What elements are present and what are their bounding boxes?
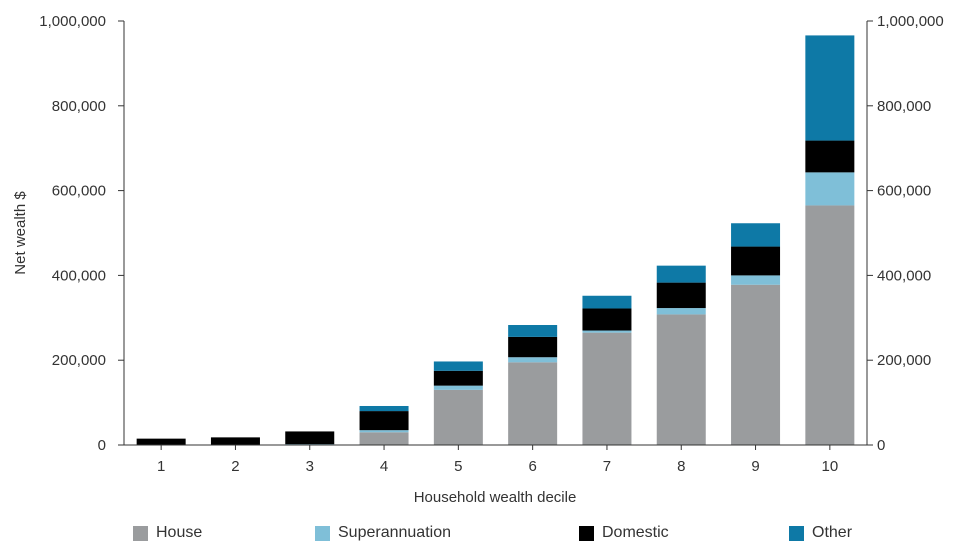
legend-label: Domestic [602,524,669,541]
left-y-ticks: 0 200,000 400,000 600,000 800,000 1,000,000 [39,13,124,454]
bar-segment-other-decile-7 [582,295,632,309]
bar-segment-domestic-decile-1 [136,438,186,445]
bar-segment-domestic-decile-9 [731,246,781,276]
x-tick-label: 10 [822,458,839,475]
stacked-bar-chart: 0 200,000 400,000 600,000 800,000 1,000,000 0… [12,13,944,506]
bar-segment-domestic-decile-7 [582,308,632,331]
bar-segment-house-decile-10 [805,205,855,445]
right-y-tick-label: 800,000 [877,98,931,115]
bar-segment-domestic-decile-5 [433,370,483,386]
bars-group [136,35,855,445]
right-y-tick-label: 600,000 [877,183,931,200]
legend-item-house: House [133,524,202,542]
bar-segment-domestic-decile-3 [285,431,335,445]
bar-segment-domestic-decile-6 [508,336,558,358]
bar-segment-superannuation-decile-6 [508,357,558,363]
x-axis-title: Household wealth decile [414,489,577,506]
x-tick-label: 8 [677,458,685,475]
legend-label: House [156,524,203,541]
bar-segment-other-decile-9 [731,223,781,247]
bar-segment-domestic-decile-4 [359,411,409,431]
left-y-tick-label: 600,000 [52,183,106,200]
left-y-tick-label: 800,000 [52,98,106,115]
bar-segment-domestic-decile-10 [805,140,855,173]
legend-item-superannuation: Superannuation [315,524,451,542]
bar-segment-house-decile-8 [656,314,706,445]
bar-segment-domestic-decile-2 [210,437,260,445]
bar-segment-other-decile-5 [433,361,483,371]
left-y-tick-label: 0 [98,437,106,454]
y-axis-title: Net wealth $ [12,191,29,275]
legend-swatch [315,525,330,541]
legend-item-domestic: Domestic [579,524,669,542]
bar-segment-other-decile-10 [805,35,855,141]
right-y-tick-label: 400,000 [877,267,931,284]
bar-segment-house-decile-6 [508,362,558,445]
bar-segment-other-decile-8 [656,265,706,283]
bar-segment-other-decile-4 [359,405,409,412]
right-y-tick-label: 0 [877,437,885,454]
x-tick-label: 3 [306,458,314,475]
x-tick-label: 2 [231,458,239,475]
legend-swatch [133,525,148,541]
left-y-tick-label: 1,000,000 [39,13,106,30]
bar-segment-superannuation-decile-4 [359,430,409,433]
axes-group [123,21,868,446]
bar-segment-superannuation-decile-7 [582,330,632,333]
left-y-tick-label: 400,000 [52,267,106,284]
right-y-tick-label: 200,000 [877,352,931,369]
bar-segment-house-decile-4 [359,432,409,445]
x-tick-label: 4 [380,458,388,475]
x-ticks: 1 2 3 4 5 6 7 8 9 10 [157,445,838,475]
bar-segment-domestic-decile-8 [656,282,706,309]
x-tick-label: 5 [454,458,462,475]
bar-segment-house-decile-7 [582,332,632,445]
bar-segment-house-decile-9 [731,284,781,445]
legend-label: Superannuation [338,524,451,541]
legend-swatch [579,525,594,541]
x-tick-label: 1 [157,458,165,475]
x-tick-label: 7 [603,458,611,475]
right-y-ticks: 0 200,000 400,000 600,000 800,000 1,000,000 [867,13,944,454]
bar-segment-other-decile-6 [508,325,558,337]
right-y-tick-label: 1,000,000 [877,13,944,30]
bar-segment-superannuation-decile-8 [656,308,706,315]
x-tick-label: 6 [528,458,536,475]
legend-label: Other [812,524,853,541]
x-tick-label: 9 [751,458,759,475]
left-y-tick-label: 200,000 [52,352,106,369]
bar-segment-house-decile-5 [433,389,483,445]
bar-segment-superannuation-decile-10 [805,172,855,206]
legend-item-other: Other [789,524,852,542]
bar-segment-superannuation-decile-9 [731,275,781,285]
legend: House Superannuation Domestic Other [0,520,959,548]
bar-segment-superannuation-decile-5 [433,385,483,390]
legend-swatch [789,525,804,541]
